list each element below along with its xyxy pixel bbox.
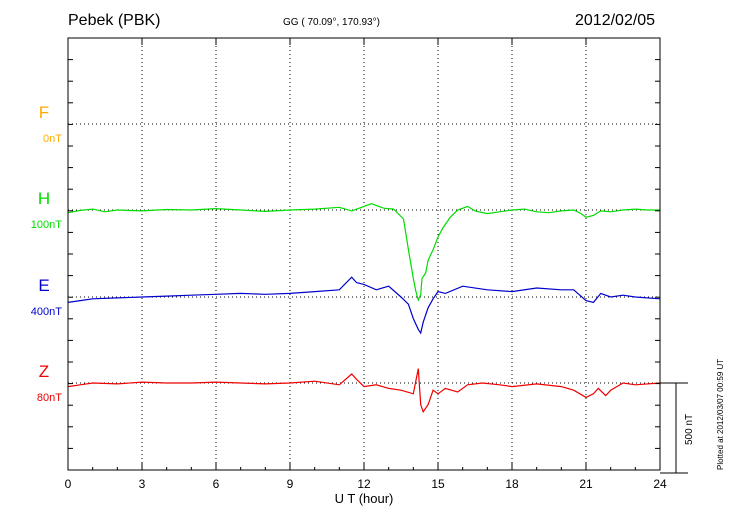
series-label-f: F <box>39 103 49 122</box>
series-label-h: H <box>38 189 50 208</box>
series-line-e <box>67 276 661 335</box>
x-tick-label: 9 <box>287 477 294 491</box>
scale-bar-label: 500 nT <box>684 414 695 445</box>
x-tick-label: 21 <box>579 477 593 491</box>
series-offset-e: 400nT <box>31 306 62 318</box>
station-title: Pebek (PBK) <box>68 12 161 29</box>
series-label-z: Z <box>39 362 49 381</box>
x-tick-label: 15 <box>431 477 445 491</box>
x-tick-label: 24 <box>653 477 667 491</box>
plot-date: 2012/02/05 <box>575 12 656 29</box>
plotted-timestamp: Plotted at 2012/03/07 00:59 UT <box>716 359 725 470</box>
series-line-h <box>67 203 660 302</box>
series-line-z <box>67 368 661 414</box>
series-offset-h: 100nT <box>31 219 62 231</box>
series-offset-f: 0nT <box>43 133 62 145</box>
series-label-e: E <box>38 276 49 295</box>
x-tick-label: 3 <box>139 477 146 491</box>
x-axis-label: U T (hour) <box>335 491 394 506</box>
x-tick-label: 6 <box>213 477 220 491</box>
x-tick-label: 18 <box>505 477 519 491</box>
geographic-coordinates: GG ( 70.09°, 170.93°) <box>283 17 380 28</box>
series-offset-z: 80nT <box>37 392 62 404</box>
x-tick-label: 0 <box>65 477 72 491</box>
x-tick-label: 12 <box>357 477 371 491</box>
